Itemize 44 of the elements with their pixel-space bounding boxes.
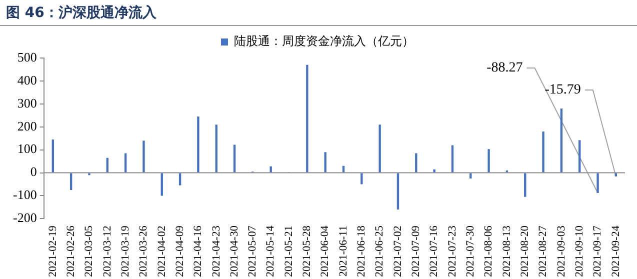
y-tick-label: 0 xyxy=(30,164,37,180)
x-tick-label: 2021-08-20 xyxy=(519,225,531,277)
x-tick-label: 2021-06-04 xyxy=(319,225,332,277)
y-tick-label: 400 xyxy=(17,72,37,88)
x-tick-label: 2021-06-11 xyxy=(337,226,350,277)
y-tick-label: 100 xyxy=(17,141,37,156)
x-tick-label: 2021-02-26 xyxy=(64,225,77,277)
x-tick-label: 2021-07-30 xyxy=(464,225,477,277)
x-tick-label: 2021-04-09 xyxy=(174,225,186,277)
annotation: -15.79 xyxy=(544,82,581,98)
x-tick-label: 2021-09-10 xyxy=(573,225,586,277)
x-tick-label: 2021-05-21 xyxy=(282,226,295,277)
x-tick-label: 2021-06-18 xyxy=(356,225,368,277)
x-tick-label: 2021-09-03 xyxy=(555,225,568,277)
x-tick-label: 2021-03-05 xyxy=(83,225,96,277)
x-tick-label: 2021-04-23 xyxy=(210,225,222,277)
x-tick-label: 2021-07-02 xyxy=(392,226,404,277)
legend-label: 陆股通：周度资金净流入（亿元） xyxy=(234,34,414,48)
x-tick-label: 2021-02-19 xyxy=(46,225,59,277)
x-tick-label: 2021-03-26 xyxy=(138,225,150,277)
x-tick-label: 2021-04-30 xyxy=(228,225,240,277)
x-tick-label: 2021-07-09 xyxy=(410,225,422,277)
x-tick-label: 2021-09-24 xyxy=(610,225,622,277)
x-tick-label: 2021-04-02 xyxy=(156,226,168,277)
y-tick-label: -100 xyxy=(12,187,37,202)
chart-title: 图 46：沪深股通净流入 xyxy=(0,0,637,26)
x-tick-label: 2021-08-27 xyxy=(537,225,550,277)
x-tick-label: 2021-09-17 xyxy=(592,225,604,277)
x-tick-label: 2021-08-06 xyxy=(482,225,495,277)
x-tick-label: 2021-05-07 xyxy=(246,225,259,277)
y-tick-label: 300 xyxy=(17,95,37,110)
x-tick-label: 2021-06-25 xyxy=(374,225,386,277)
x-tick-label: 2021-04-16 xyxy=(192,225,204,277)
y-tick-label: 200 xyxy=(17,118,37,134)
y-tick-label: 500 xyxy=(17,49,37,64)
x-tick-label: 2021-07-16 xyxy=(428,225,440,277)
x-tick-label: 2021-08-13 xyxy=(500,225,513,277)
x-tick-label: 2021-07-23 xyxy=(446,225,458,277)
x-tick-label: 2021-03-19 xyxy=(119,225,132,277)
y-tick-label: -200 xyxy=(12,210,37,226)
x-tick-label: 2021-05-14 xyxy=(264,225,277,277)
x-tick-label: 2021-03-12 xyxy=(101,226,114,277)
x-tick-label: 2021-05-28 xyxy=(301,225,314,277)
annotation: -88.27 xyxy=(486,60,523,76)
